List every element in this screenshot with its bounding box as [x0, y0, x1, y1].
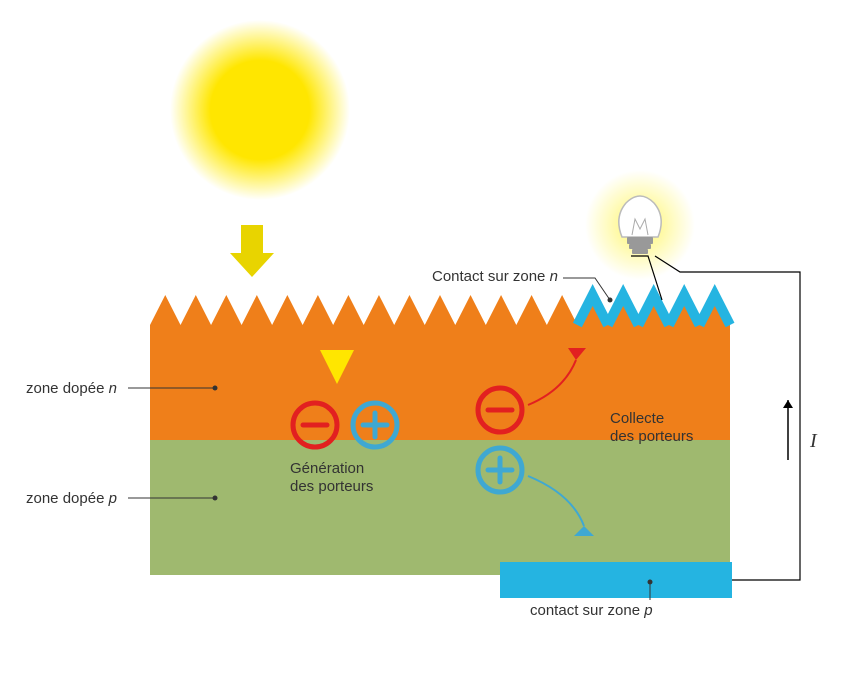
contact-p-label: contact sur zone p — [530, 602, 653, 619]
sunlight-arrow-icon — [230, 225, 274, 277]
zone-n-label: zone dopée n — [26, 380, 117, 397]
collecte-label: Collectedes porteurs — [610, 410, 693, 446]
bulb-base — [627, 237, 653, 244]
bulb-base3 — [632, 249, 648, 254]
current-label: I — [810, 430, 817, 453]
generation-label: Générationdes porteurs — [290, 460, 373, 496]
zone-p-label: zone dopée p — [26, 490, 117, 507]
bulb-base2 — [629, 244, 651, 249]
contact-n-label: Contact sur zone n — [432, 268, 558, 285]
p-zone — [150, 440, 730, 575]
sun-icon — [170, 20, 350, 200]
p-contact — [500, 562, 732, 598]
